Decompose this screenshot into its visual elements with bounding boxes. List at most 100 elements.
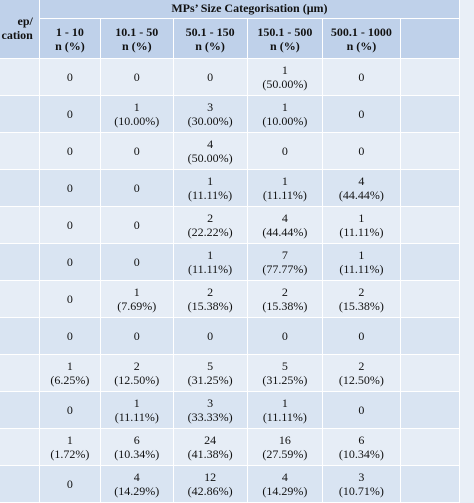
cell-count: 1 <box>133 100 140 114</box>
table-cell: 7 (77.77%) <box>246 243 324 281</box>
cell-percent: (77.77%) <box>262 262 308 276</box>
table-row: 0 4 (14.29%) 12 (42.86%) 4 (14.29%) 3 (10.71%) <box>0 465 461 503</box>
table-cell: 0 <box>38 280 101 318</box>
table-row: 0 1 (7.69%) 2 (15.38%) 2 (15.38%) 2 (15.38%) <box>0 280 461 318</box>
cell-percent: (6.25%) <box>50 373 90 387</box>
cell-count: 12 <box>204 470 217 484</box>
table-cell: 0 <box>38 206 101 244</box>
table-cell: 0 <box>172 317 248 355</box>
cell-count: 0 <box>358 403 365 417</box>
cell-count: 1 <box>358 211 365 225</box>
cell-count: 0 <box>66 70 73 84</box>
cell-count: 0 <box>133 181 140 195</box>
cell-percent: (15.38%) <box>338 299 384 313</box>
table-cell: 0 <box>322 391 401 429</box>
table-body: 0 0 0 1 (50.00%) 0 0 1 (10.00%) 3 (30.00%) 1 (10.00%… <box>0 58 461 503</box>
cell-percent: (10.34%) <box>338 447 384 461</box>
cell-count: 1 <box>358 248 365 262</box>
table-cell: 0 <box>38 58 101 96</box>
cell-percent: (11.11%) <box>339 262 384 276</box>
cell-percent: (14.29%) <box>262 484 308 498</box>
cell-count: 4 <box>207 137 214 151</box>
cell-percent: (12.50%) <box>114 373 160 387</box>
table-cell <box>399 280 461 318</box>
table-row: 0 1 (10.00%) 3 (30.00%) 1 (10.00%) 0 <box>0 95 461 133</box>
cell-percent: (11.11%) <box>188 188 233 202</box>
table-row: 0 0 1 (11.11%) 1 (11.11%) 4 (44.44%) <box>0 169 461 207</box>
cell-percent: (30.00%) <box>187 114 233 128</box>
table-cell: 0 <box>38 169 101 207</box>
cell-count: 0 <box>133 70 140 84</box>
cell-percent: (10.00%) <box>262 114 308 128</box>
table-row: 0 0 0 1 (50.00%) 0 <box>0 58 461 96</box>
cell-count: 0 <box>66 218 73 232</box>
row-label-cell <box>0 428 40 466</box>
table-cell: 24 (41.38%) <box>172 428 248 466</box>
table-cell <box>399 465 461 503</box>
cell-count: 0 <box>66 144 73 158</box>
row-label-cell <box>0 206 40 244</box>
table-row: 0 0 4 (50.00%) 0 0 <box>0 132 461 170</box>
table-cell: 6 (10.34%) <box>322 428 401 466</box>
table-cell: 1 (10.00%) <box>99 95 174 133</box>
table-cell: 0 <box>99 243 174 281</box>
cell-percent: (50.00%) <box>262 77 308 91</box>
table-cell: 0 <box>38 317 101 355</box>
cell-count: 16 <box>278 433 291 447</box>
cell-count: 2 <box>207 211 214 225</box>
column-header: 50.1 - 150 n (%) <box>172 18 248 59</box>
cell-count: 1 <box>281 174 288 188</box>
cell-count: 3 <box>207 100 214 114</box>
cell-count: 0 <box>281 144 288 158</box>
cell-count: 0 <box>66 181 73 195</box>
table-cell <box>399 132 461 170</box>
table-cell: 1 (6.25%) <box>38 354 101 392</box>
cell-percent: (31.25%) <box>262 373 308 387</box>
table-cell: 0 <box>246 132 324 170</box>
cell-percent: (10.71%) <box>338 484 384 498</box>
column-header: 10.1 - 50 n (%) <box>99 18 174 59</box>
table-cell: 1 (50.00%) <box>246 58 324 96</box>
table-cell <box>399 317 461 355</box>
row-label-cell <box>0 132 40 170</box>
table-cell: 1 (11.11%) <box>172 169 248 207</box>
cell-count: 4 <box>133 470 140 484</box>
cell-percent: (41.38%) <box>187 447 233 461</box>
corner-line-1: ep/ <box>17 13 33 28</box>
row-label-cell <box>0 465 40 503</box>
cell-count: 0 <box>133 255 140 269</box>
table-cell: 12 (42.86%) <box>172 465 248 503</box>
cell-count: 4 <box>281 470 288 484</box>
cell-count: 1 <box>207 248 214 262</box>
column-header: 1 - 10 n (%) <box>38 18 101 59</box>
cell-count: 5 <box>207 359 214 373</box>
table-cell: 2 (15.38%) <box>246 280 324 318</box>
table-cell: 0 <box>99 132 174 170</box>
cell-percent: (1.72%) <box>50 447 90 461</box>
cell-count: 0 <box>66 477 73 491</box>
table-row: 0 0 0 0 0 <box>0 317 461 355</box>
cell-count: 0 <box>207 329 214 343</box>
cell-count: 0 <box>358 70 365 84</box>
cell-count: 5 <box>281 359 288 373</box>
table-cell <box>399 169 461 207</box>
column-unit: n (%) <box>55 38 85 53</box>
cell-percent: (11.11%) <box>262 410 307 424</box>
cell-count: 7 <box>281 248 288 262</box>
table-cell: 0 <box>322 132 401 170</box>
column-unit: n (%) <box>195 38 225 53</box>
column-unit: n (%) <box>270 38 300 53</box>
table-cell: 1 (11.11%) <box>322 206 401 244</box>
table-cell: 6 (10.34%) <box>99 428 174 466</box>
cell-percent: (7.69%) <box>117 299 157 313</box>
column-range: 150.1 - 500 <box>257 24 313 39</box>
group-header: MPs’ Size Categorisation (μm) <box>38 0 461 19</box>
column-unit: n (%) <box>346 38 377 53</box>
row-label-cell <box>0 169 40 207</box>
column-range: 10.1 - 50 <box>115 24 159 39</box>
table-cell: 0 <box>99 317 174 355</box>
table-cell: 2 (12.50%) <box>322 354 401 392</box>
cell-count: 0 <box>133 218 140 232</box>
table-cell <box>399 58 461 96</box>
column-header: 500.1 - 1000 n (%) <box>322 18 401 59</box>
